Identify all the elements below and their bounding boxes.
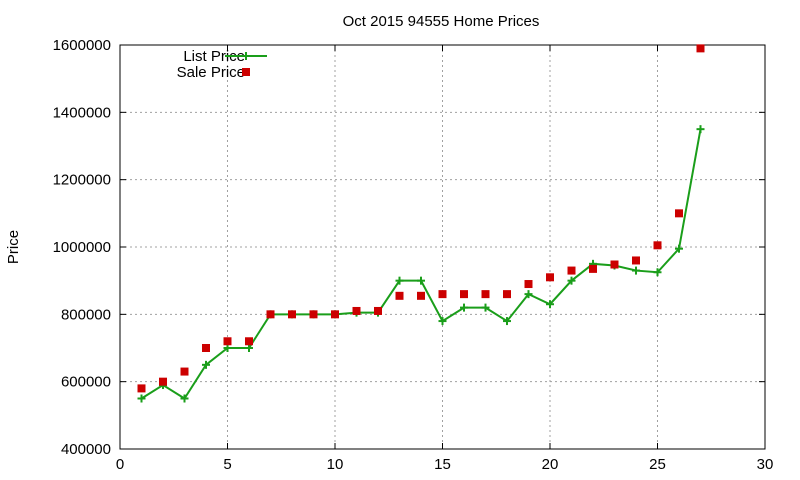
sale-price-point	[632, 256, 640, 265]
y-tick-label: 600000	[61, 374, 111, 391]
list-price-point	[503, 317, 511, 326]
legend-square-marker	[242, 68, 250, 76]
sale-price-point	[503, 290, 511, 299]
sale-price-point	[395, 291, 404, 300]
sale-price-point	[653, 241, 662, 250]
list-price-point	[546, 300, 554, 309]
list-price-point	[567, 276, 576, 285]
chart-title: Oct 2015 94555 Home Prices	[343, 13, 540, 30]
list-price-point	[481, 303, 490, 312]
sale-price-point	[460, 290, 468, 299]
x-tick-label: 25	[649, 456, 666, 473]
sale-price-point	[288, 310, 296, 319]
series-layer	[137, 44, 705, 403]
sale-price-point	[245, 337, 253, 346]
sale-price-point	[567, 266, 576, 275]
list-price-point	[675, 244, 683, 253]
y-axis-label: Price	[5, 230, 22, 264]
sale-price-point	[589, 264, 597, 273]
x-tick-label: 0	[116, 456, 124, 473]
sale-price-point	[352, 306, 361, 315]
sale-price-point	[309, 310, 318, 319]
list-price-point	[524, 290, 533, 299]
sale-price-point	[417, 291, 425, 300]
grid-lines	[120, 45, 765, 449]
y-tick-label: 1600000	[53, 37, 111, 54]
x-tick-label: 15	[434, 456, 451, 473]
sale-price-point	[524, 280, 533, 289]
list-price-point	[460, 303, 468, 312]
y-tick-label: 800000	[61, 306, 111, 323]
y-tick-label: 1200000	[53, 172, 111, 189]
sale-price-point	[202, 344, 210, 352]
sale-price-point	[159, 377, 167, 386]
list-price-point	[417, 276, 425, 285]
sale-price-point	[546, 273, 554, 282]
y-tick-label: 1000000	[53, 239, 111, 256]
x-tick-label: 20	[542, 456, 559, 473]
list-price-point	[137, 394, 146, 403]
x-tick-label: 30	[757, 456, 774, 473]
list-price-point	[223, 344, 232, 352]
legend-plus-marker	[242, 52, 250, 60]
list-price-point	[202, 360, 210, 369]
list-price-point	[696, 125, 705, 134]
list-price-point	[632, 266, 640, 275]
sale-price-point	[481, 290, 490, 299]
sale-price-point	[180, 367, 189, 376]
legend-label: List Price	[183, 48, 245, 65]
list-price-point	[653, 268, 662, 277]
x-tick-label: 10	[327, 456, 344, 473]
sale-price-point	[610, 260, 619, 269]
sale-price-point	[374, 306, 382, 315]
y-tick-label: 1400000	[53, 104, 111, 121]
sale-price-point	[223, 337, 232, 346]
list-price-point	[395, 276, 404, 285]
legend-label: Sale Price	[177, 64, 245, 81]
series-sale-price	[137, 44, 705, 393]
x-tick-label: 5	[223, 456, 231, 473]
sale-price-point	[438, 290, 447, 299]
list-price-point	[180, 394, 189, 403]
plot-frame	[119, 44, 766, 450]
y-tick-label: 400000	[61, 441, 111, 458]
list-price-point	[245, 344, 253, 352]
sale-price-point	[266, 310, 275, 319]
sale-price-point	[137, 384, 146, 393]
axis-tick-labels: 0 5 10 15 20 25 30 400000 600000 800000 1000000 120…	[53, 37, 774, 473]
sale-price-point	[696, 44, 705, 53]
sale-price-point	[331, 310, 339, 319]
list-price-point	[438, 317, 447, 326]
sale-price-point	[675, 209, 683, 218]
series-list-price	[137, 125, 705, 403]
